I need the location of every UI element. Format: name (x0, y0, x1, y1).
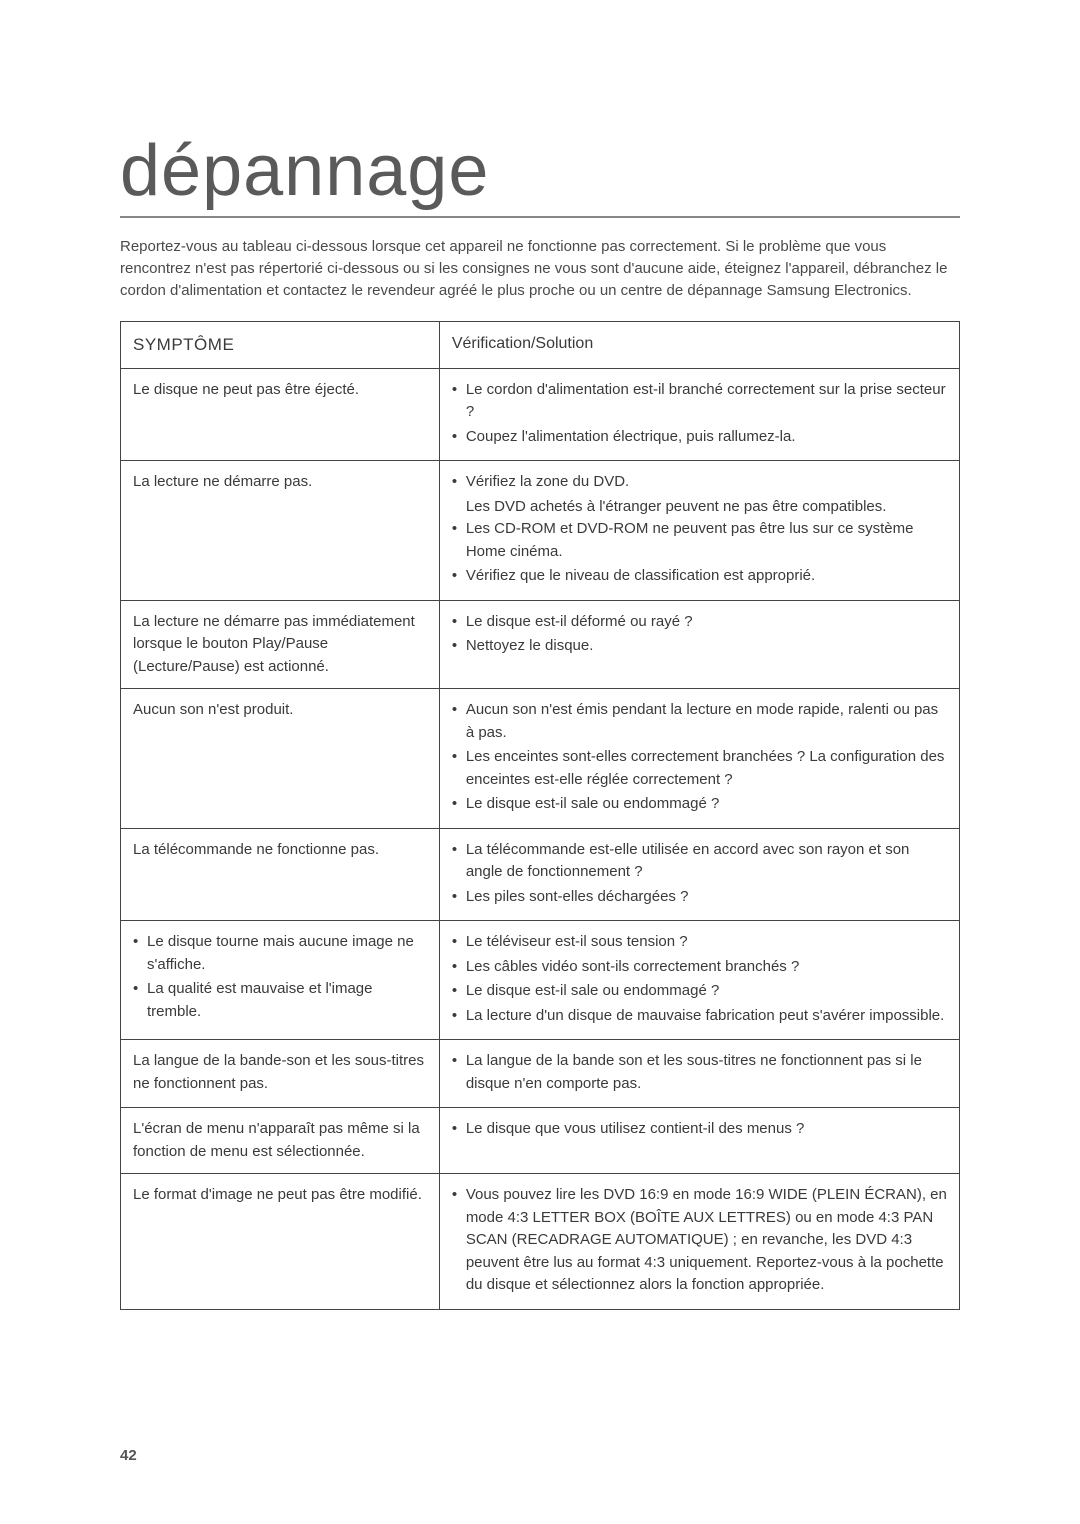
symptom-bullet: La qualité est mauvaise et l'image tremb… (133, 978, 427, 1023)
solution-bullet: La lecture d'un disque de mauvaise fabri… (452, 1005, 947, 1028)
symptom-cell: Aucun son n'est produit. (121, 689, 440, 829)
page-title: dépannage (120, 130, 960, 218)
table-row: Le format d'image ne peut pas être modif… (121, 1174, 960, 1310)
solution-bullet: Vérifiez que le niveau de classification… (452, 565, 947, 588)
solution-cell: Le disque est-il déformé ou rayé ?Nettoy… (439, 600, 959, 689)
table-row: L'écran de menu n'apparaît pas même si l… (121, 1108, 960, 1174)
solution-bullet: Le disque est-il déformé ou rayé ? (452, 611, 947, 634)
solution-cell: Aucun son n'est émis pendant la lecture … (439, 689, 959, 829)
solution-bullet: Les piles sont-elles déchargées ? (452, 886, 947, 909)
table-row: Le disque tourne mais aucune image ne s'… (121, 921, 960, 1040)
solution-bullet: Le téléviseur est-il sous tension ? (452, 931, 947, 954)
symptom-cell: La télécommande ne fonctionne pas. (121, 828, 440, 921)
solution-bullet: Aucun son n'est émis pendant la lecture … (452, 699, 947, 744)
solution-bullet: Les enceintes sont-elles correctement br… (452, 746, 947, 791)
solution-bullet: Coupez l'alimentation électrique, puis r… (452, 426, 947, 449)
table-row: Le disque ne peut pas être éjecté. Le cor… (121, 368, 960, 461)
symptom-bullet: Le disque tourne mais aucune image ne s'… (133, 931, 427, 976)
intro-paragraph: Reportez-vous au tableau ci-dessous lors… (120, 236, 960, 301)
symptom-cell: La lecture ne démarre pas immédiatement … (121, 600, 440, 689)
solution-cell: Le disque que vous utilisez contient-il … (439, 1108, 959, 1174)
solution-cell: Vérifiez la zone du DVD.Les DVD achetés … (439, 461, 959, 601)
table-header-row: SYMPTÔME Vérification/Solution (121, 322, 960, 369)
solution-bullet: Le disque est-il sale ou endommagé ? (452, 793, 947, 816)
symptom-cell: Le disque tourne mais aucune image ne s'… (121, 921, 440, 1040)
solution-bullet: Les câbles vidéo sont-ils correctement b… (452, 956, 947, 979)
solution-cell: La télécommande est-elle utilisée en acc… (439, 828, 959, 921)
solution-cell: Le cordon d'alimentation est-il branché … (439, 368, 959, 461)
table-row: La lecture ne démarre pas.Vérifiez la zo… (121, 461, 960, 601)
header-solution: Vérification/Solution (439, 322, 959, 369)
symptom-cell: Le disque ne peut pas être éjecté. (121, 368, 440, 461)
solution-bullet: Le disque que vous utilisez contient-il … (452, 1118, 947, 1141)
solution-bullet: La télécommande est-elle utilisée en acc… (452, 839, 947, 884)
symptom-cell: Le format d'image ne peut pas être modif… (121, 1174, 440, 1310)
solution-bullet: Vous pouvez lire les DVD 16:9 en mode 16… (452, 1184, 947, 1297)
table-row: Aucun son n'est produit. Aucun son n'est … (121, 689, 960, 829)
solution-cell: Vous pouvez lire les DVD 16:9 en mode 16… (439, 1174, 959, 1310)
solution-bullet: Le cordon d'alimentation est-il branché … (452, 379, 947, 424)
header-symptom: SYMPTÔME (121, 322, 440, 369)
table-row: La télécommande ne fonctionne pas. La tél… (121, 828, 960, 921)
page-number: 42 (120, 1447, 137, 1464)
solution-cell: La langue de la bande son et les sous-ti… (439, 1040, 959, 1108)
solution-bullet: Les CD-ROM et DVD-ROM ne peuvent pas êtr… (452, 518, 947, 563)
solution-subline: Les DVD achetés à l'étranger peuvent ne … (452, 496, 947, 519)
symptom-cell: L'écran de menu n'apparaît pas même si l… (121, 1108, 440, 1174)
symptom-cell: La langue de la bande-son et les sous-ti… (121, 1040, 440, 1108)
table-row: La lecture ne démarre pas immédiatement … (121, 600, 960, 689)
symptom-cell: La lecture ne démarre pas. (121, 461, 440, 601)
troubleshooting-table: SYMPTÔME Vérification/Solution Le disque… (120, 321, 960, 1310)
table-row: La langue de la bande-son et les sous-ti… (121, 1040, 960, 1108)
solution-bullet: La langue de la bande son et les sous-ti… (452, 1050, 947, 1095)
solution-bullet: Le disque est-il sale ou endommagé ? (452, 980, 947, 1003)
solution-bullet: Vérifiez la zone du DVD. (452, 471, 947, 494)
table-body: Le disque ne peut pas être éjecté. Le cor… (121, 368, 960, 1309)
solution-cell: Le téléviseur est-il sous tension ?Les c… (439, 921, 959, 1040)
solution-bullet: Nettoyez le disque. (452, 635, 947, 658)
